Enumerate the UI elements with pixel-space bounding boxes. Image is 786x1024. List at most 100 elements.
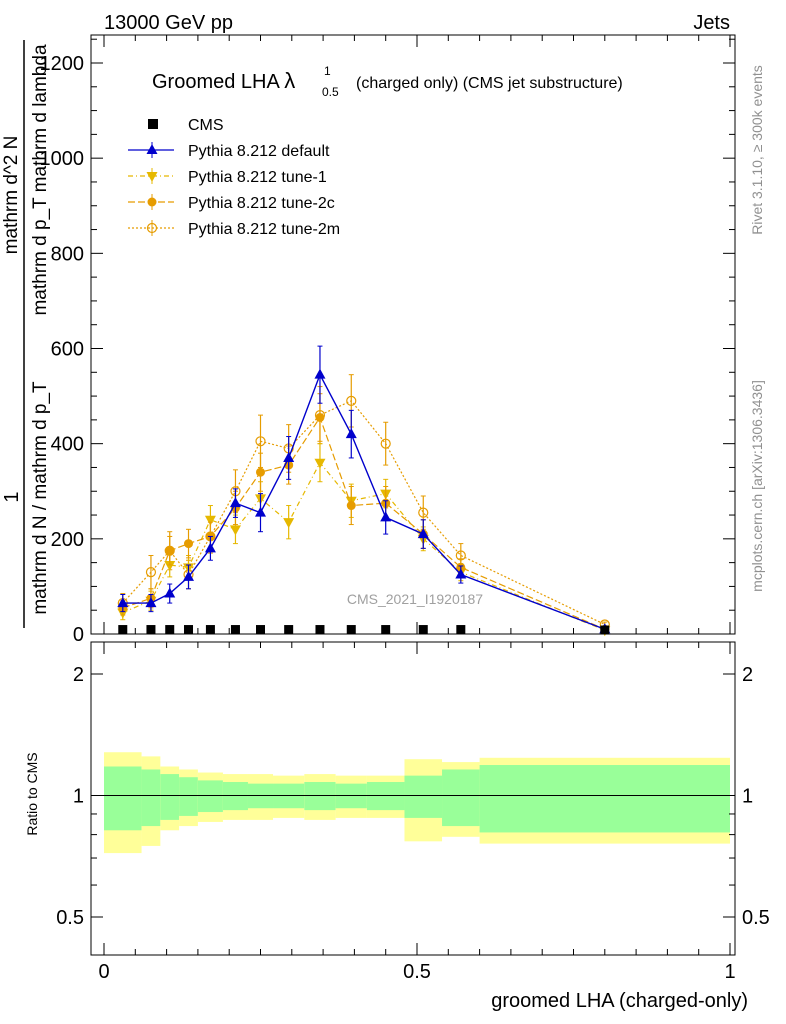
ratio-stat-band bbox=[222, 782, 248, 811]
title-main: Groomed LHA bbox=[152, 71, 284, 93]
marker-circle-open bbox=[380, 438, 391, 449]
legend: CMS Pythia 8.212 default Pythia 8.212 tune… bbox=[128, 117, 340, 238]
ratio-y-tick-label-right: 0.5 bbox=[742, 907, 770, 929]
y-tick-label: 400 bbox=[51, 434, 84, 456]
y-tick-label: 600 bbox=[51, 339, 84, 361]
y-tick-label: 0 bbox=[73, 624, 84, 646]
marker-triangle-up bbox=[145, 597, 157, 608]
marker-circle-open bbox=[145, 567, 157, 578]
marker-circle-open bbox=[346, 395, 357, 406]
marker-triangle-up bbox=[183, 570, 195, 581]
ratio-y-tick-label-left: 2 bbox=[73, 664, 84, 686]
cms-data-point bbox=[184, 625, 194, 635]
y-tick-label: 1000 bbox=[40, 148, 85, 170]
marker-triangle-down bbox=[204, 515, 216, 526]
x-tick-label: 0.5 bbox=[403, 961, 431, 983]
rivet-version-label: Rivet 3.1.10, ≥ 300k events bbox=[749, 65, 765, 235]
ylabel-den: mathrm d N / mathrm d p_T bbox=[30, 381, 51, 615]
legend-label-tune1: Pythia 8.212 tune-1 bbox=[188, 169, 327, 186]
main-series bbox=[117, 345, 611, 637]
main-axes: 0 200 400 600 800 1000 1200 bbox=[40, 34, 736, 646]
series-line-tune2m bbox=[122, 400, 606, 626]
x-tick-label: 0 bbox=[98, 961, 109, 983]
marker-circle bbox=[315, 412, 325, 422]
marker-circle-open bbox=[146, 222, 158, 234]
header-energy-label: 13000 GeV pp bbox=[104, 12, 233, 34]
ratio-stat-band bbox=[442, 769, 480, 827]
ratio-stat-band bbox=[304, 782, 336, 811]
title-tail: (charged only) (CMS jet substructure) bbox=[356, 75, 623, 92]
marker-triangle-up bbox=[283, 451, 295, 462]
y-tick-label: 200 bbox=[51, 529, 84, 551]
cms-data-point bbox=[256, 625, 265, 635]
cms-data-point bbox=[230, 625, 240, 635]
legend-label-default: Pythia 8.212 default bbox=[188, 143, 330, 160]
title-sub: 0.5 bbox=[322, 85, 339, 99]
plot-title: Groomed LHA λ bbox=[152, 68, 295, 93]
marker-circle bbox=[184, 539, 194, 549]
marker-triangle-down bbox=[283, 518, 295, 529]
marker-triangle-down bbox=[146, 172, 158, 182]
cms-data-point bbox=[600, 625, 610, 635]
marker-triangle-up bbox=[417, 528, 429, 539]
marker-circle bbox=[165, 546, 175, 556]
analysis-watermark: CMS_2021_I1920187 bbox=[347, 591, 483, 607]
cms-data-point bbox=[418, 625, 428, 635]
cms-data-point bbox=[346, 625, 356, 635]
ratio-y-tick-label-right: 2 bbox=[742, 664, 753, 686]
series-line-default bbox=[122, 372, 606, 630]
marker-circle bbox=[256, 467, 265, 477]
legend-label-tune2c: Pythia 8.212 tune-2c bbox=[188, 195, 335, 212]
ratio-stat-band bbox=[141, 769, 161, 827]
main-frame bbox=[90, 34, 736, 635]
ratio-y-tick-label-left: 0.5 bbox=[56, 907, 84, 929]
marker-triangle-up bbox=[204, 542, 216, 553]
marker-triangle-down bbox=[164, 561, 176, 572]
cms-data-point bbox=[118, 625, 128, 635]
marker-triangle-up bbox=[164, 587, 176, 598]
marker-triangle-up bbox=[345, 428, 357, 439]
marker-triangle-down bbox=[314, 458, 326, 469]
y-tick-label: 1200 bbox=[40, 53, 85, 75]
cms-data-point bbox=[165, 625, 175, 635]
marker-triangle-up bbox=[229, 497, 241, 508]
marker-triangle-up bbox=[314, 368, 326, 379]
mcplots-label: mcplots.cern.ch [arXiv:1306.3436] bbox=[749, 380, 765, 592]
marker-triangle-up bbox=[117, 597, 129, 608]
legend-swatch-cms bbox=[148, 119, 158, 129]
header-jets-label: Jets bbox=[693, 12, 730, 34]
marker-circle bbox=[346, 501, 356, 511]
ratio-stat-band bbox=[179, 777, 198, 816]
xlabel: groomed LHA (charged-only) bbox=[491, 990, 748, 1012]
cms-data-point bbox=[146, 625, 156, 635]
ratio-stat-band bbox=[404, 775, 443, 818]
marker-triangle-up bbox=[380, 511, 392, 522]
cms-data-point bbox=[381, 625, 391, 635]
y-tick-label: 800 bbox=[51, 243, 84, 265]
ratio-frame bbox=[90, 641, 736, 956]
marker-circle-open bbox=[418, 507, 429, 518]
ratio-stat-band bbox=[197, 780, 223, 813]
ratio-bands bbox=[91, 752, 735, 854]
legend-label-data: CMS bbox=[188, 117, 224, 134]
ratio-axes: 0 0.5 1 0.5 0.5 1 1 2 2 bbox=[56, 641, 770, 983]
ratio-y-tick-label-left: 1 bbox=[73, 786, 84, 808]
cms-data-point bbox=[205, 625, 215, 635]
ratio-stat-band bbox=[104, 766, 142, 831]
ratio-stat-band bbox=[160, 774, 180, 820]
title-sup: 1 bbox=[324, 64, 331, 78]
ratio-stat-band bbox=[366, 782, 405, 811]
marker-circle-open bbox=[255, 436, 266, 447]
cms-data-point bbox=[456, 625, 466, 635]
x-tick-label: 1 bbox=[724, 961, 735, 983]
ylabel-frac-den: mathrm d p_T mathrm d lambda bbox=[30, 44, 51, 315]
ratio-y-tick-label-right: 1 bbox=[742, 786, 753, 808]
marker-triangle-up bbox=[146, 144, 158, 154]
marker-triangle-up bbox=[455, 568, 467, 579]
marker-triangle-up bbox=[255, 506, 266, 517]
marker-circle bbox=[147, 197, 157, 207]
ylabel-frac-num: mathrm d^2 N bbox=[1, 136, 22, 255]
cms-data-point bbox=[284, 625, 294, 635]
ylabel-prefix: 1 bbox=[1, 491, 23, 502]
